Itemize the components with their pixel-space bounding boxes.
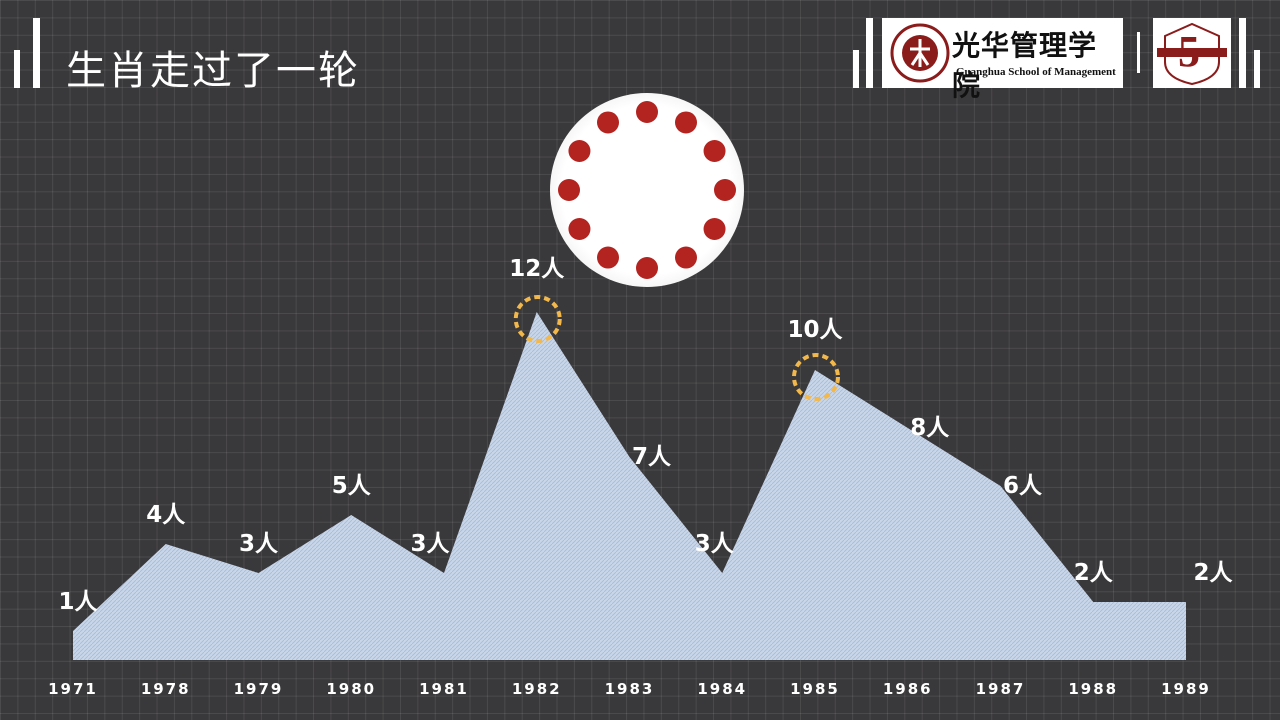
x-tick-label: 1979 [234,680,284,698]
logo-divider [1137,32,1140,73]
x-tick-label: 1981 [419,680,469,698]
x-tick-label: 1971 [48,680,98,698]
zodiac-animal-icon [636,101,658,123]
zodiac-animal-icon [714,179,736,201]
anniversary-number: 5 [1178,27,1200,76]
data-label: 5人 [332,473,372,499]
data-label: 2人 [1193,560,1233,586]
data-label: 7人 [632,444,672,470]
data-label: 12人 [509,256,565,282]
zodiac-wheel-image [550,93,744,287]
title-accent-bar-short [14,50,20,88]
title-accent-bar-tall [33,18,40,88]
logo-accent-bar [1254,50,1260,88]
zodiac-animal-icon [703,140,726,162]
zodiac-animal-icon [703,218,726,240]
zodiac-animal-icon [597,111,619,134]
data-label: 3人 [410,531,450,557]
x-tick-label: 1988 [1068,680,1118,698]
data-label: 4人 [146,502,186,528]
peak-highlight-circle [513,295,562,343]
x-tick-label: 1986 [883,680,933,698]
data-label: 3人 [695,531,735,557]
guanghua-logo: 光华管理学院 Guanghua School of Management [882,18,1123,102]
zodiac-animal-icon [675,111,697,134]
anniversary-badge-icon [1157,22,1227,86]
zodiac-animal-icon [568,140,591,162]
peking-university-seal-icon [890,23,950,83]
data-label: 8人 [910,415,950,441]
data-label: 6人 [1003,473,1043,499]
x-tick-label: 1980 [326,680,376,698]
x-tick-label: 1989 [1161,680,1211,698]
x-tick-label: 1985 [790,680,840,698]
school-name-en: Guanghua School of Management [956,66,1116,78]
x-tick-label: 1983 [605,680,655,698]
school-name-cn: 光华管理学院 [952,29,1098,102]
peak-highlight-circle [792,353,840,401]
page-title: 生肖走过了一轮 [66,48,360,94]
x-tick-label: 1987 [976,680,1026,698]
zodiac-animals-icon [558,101,736,279]
data-label: 3人 [239,531,279,557]
data-label: 10人 [787,317,843,343]
data-label: 1人 [58,589,98,615]
zodiac-animal-icon [558,179,580,201]
x-tick-label: 1978 [141,680,191,698]
zodiac-animal-icon [636,257,658,279]
x-tick-label: 1982 [512,680,562,698]
zodiac-animal-icon [675,246,697,269]
zodiac-animal-icon [568,218,591,240]
area-series [73,312,1186,660]
data-label: 2人 [1074,560,1114,586]
zodiac-animal-icon [597,246,619,269]
logo-accent-bar [866,18,873,88]
x-tick-label: 1984 [697,680,747,698]
logo-accent-bar [853,50,859,88]
logo-accent-bar [1239,18,1246,88]
anniversary-logo: 5 [1153,18,1231,88]
